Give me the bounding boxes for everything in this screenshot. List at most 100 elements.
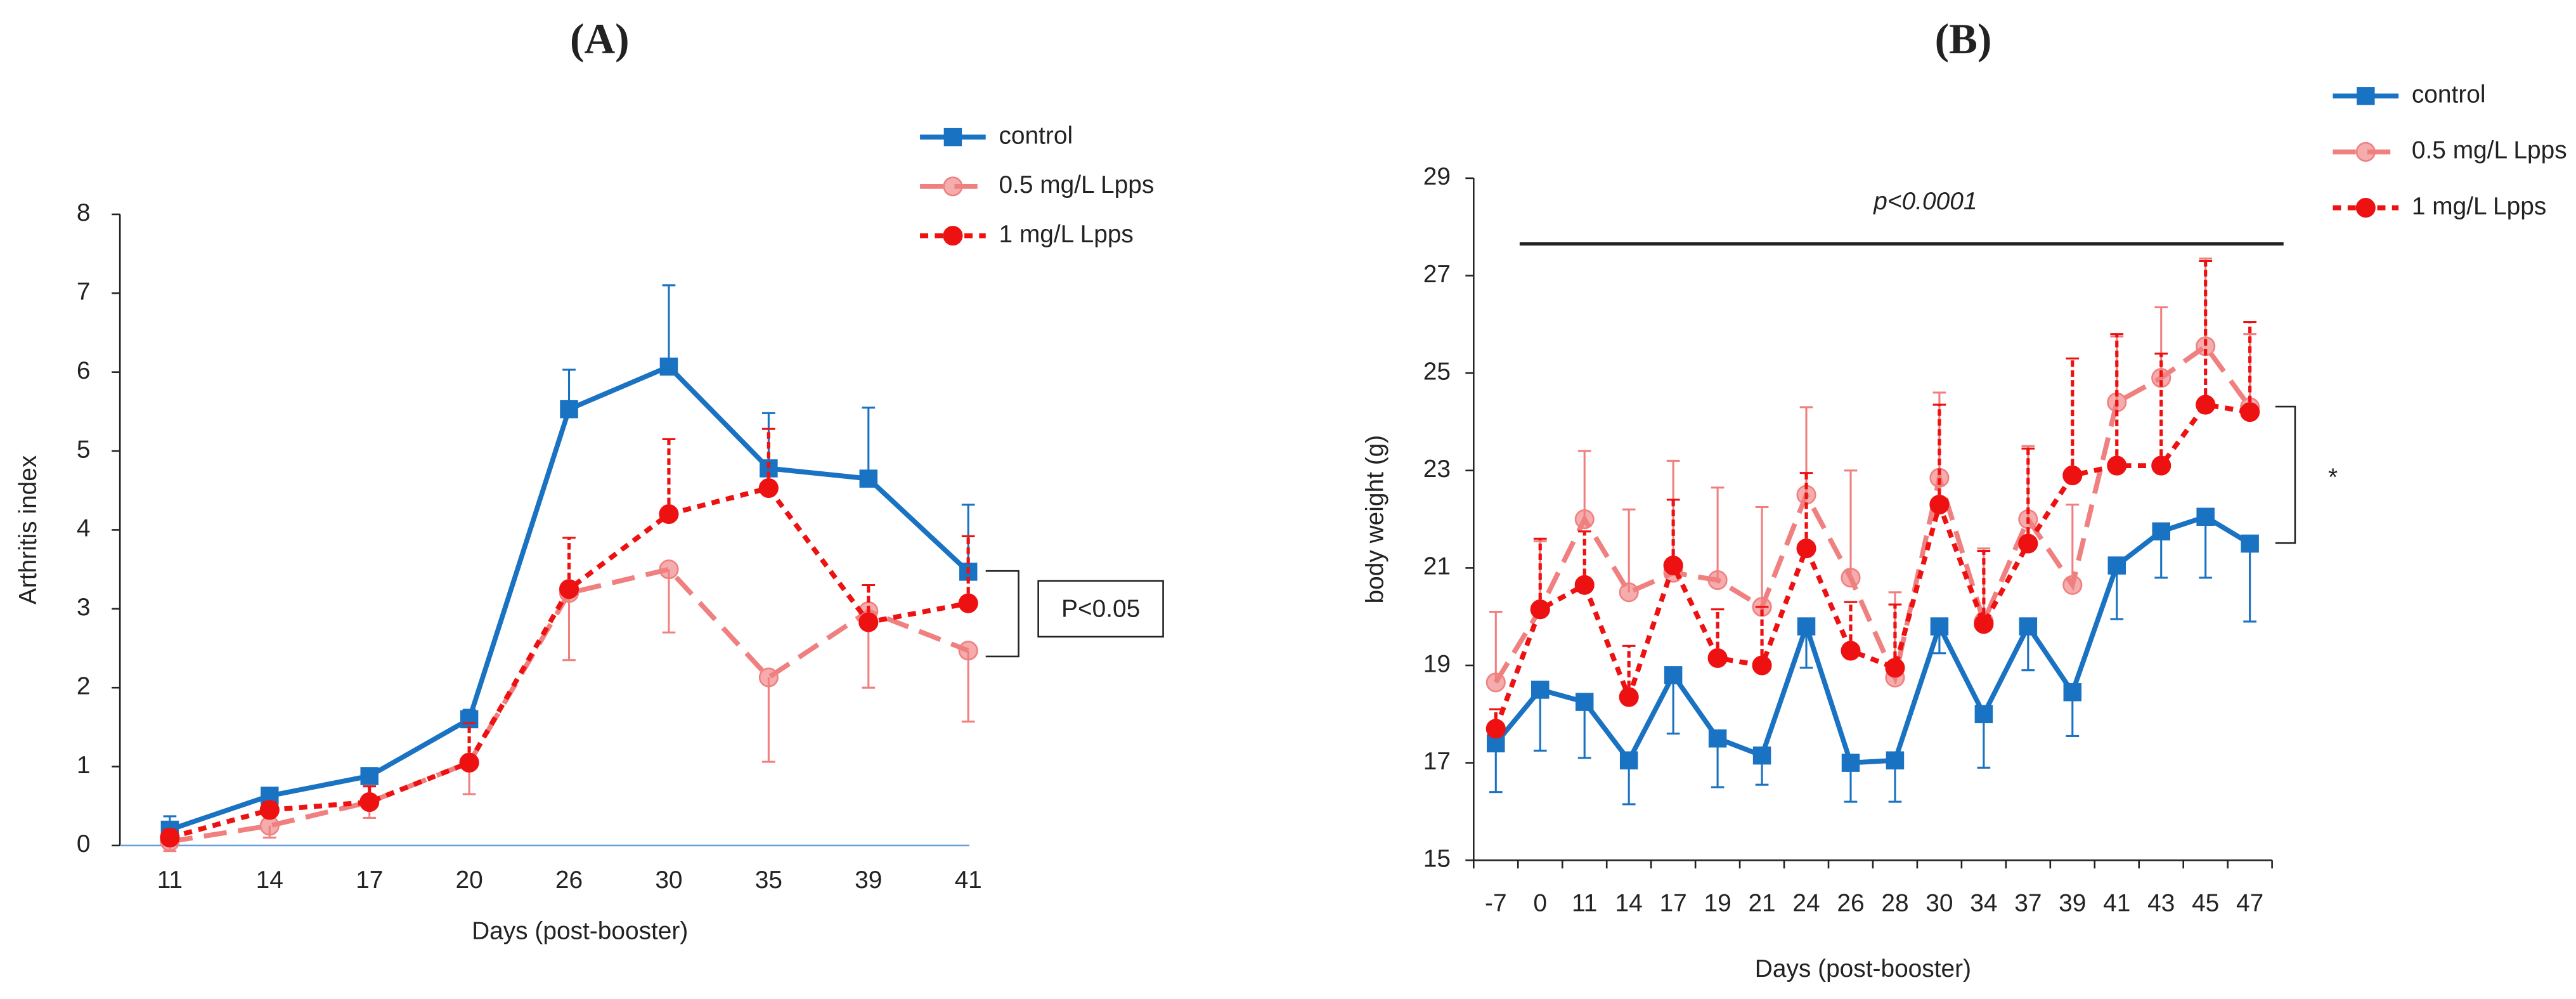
marker (2241, 534, 2259, 553)
marker (1574, 575, 1595, 595)
annotation-box (1037, 580, 1164, 638)
x-tick-label: 0 (1533, 889, 1547, 917)
marker (958, 641, 978, 661)
marker (1619, 582, 1639, 603)
marker (1663, 556, 1683, 576)
marker (943, 176, 963, 197)
series-line (1493, 402, 2251, 730)
marker (2240, 402, 2260, 422)
marker (1619, 751, 1638, 770)
legend-label: 0.5 mg/L Lpps (999, 171, 1154, 199)
y-axis-label: body weight (g) (1362, 435, 1389, 604)
marker (1485, 672, 1506, 693)
marker (1886, 751, 1905, 770)
x-tick-label: 30 (655, 866, 682, 894)
x-tick-label: 45 (2192, 889, 2219, 917)
marker (1707, 648, 1728, 669)
legend-label: 0.5 mg/L Lpps (2412, 137, 2567, 164)
x-tick-label: 20 (455, 866, 482, 894)
marker (1929, 495, 1950, 515)
bracket (2275, 405, 2296, 544)
y-tick-label: 27 (1423, 261, 1451, 288)
marker (1841, 641, 1861, 661)
marker (2107, 455, 2127, 476)
series-line (169, 485, 969, 840)
marker (758, 667, 779, 688)
x-tick-label: 34 (1970, 889, 1997, 917)
y-tick-label: 8 (77, 199, 91, 226)
marker (2152, 522, 2170, 541)
marker (1530, 599, 1550, 620)
marker (1531, 681, 1550, 699)
y-tick-label: 21 (1423, 553, 1451, 580)
marker (1974, 614, 1994, 634)
y-tick-label: 29 (1423, 163, 1451, 190)
y-tick-label: 1 (77, 752, 91, 779)
y-tick-label: 7 (77, 278, 91, 306)
x-tick-label: 28 (1881, 889, 1908, 917)
marker (1619, 687, 1639, 707)
y-tick-label: 0 (77, 830, 91, 858)
marker (1841, 568, 1861, 588)
marker (1841, 754, 1860, 772)
x-axis-label: Days (post-booster) (1755, 955, 1971, 983)
marker (259, 800, 280, 820)
marker (943, 127, 962, 147)
chart-title: (A) (570, 15, 630, 63)
x-tick-label: 14 (256, 866, 283, 894)
annotation: P<0.05 (1061, 596, 1140, 623)
marker (659, 504, 679, 525)
series-line (1494, 514, 2251, 766)
series-line (169, 566, 969, 844)
marker (2196, 395, 2216, 415)
marker (1885, 658, 1905, 678)
marker (659, 559, 679, 580)
y-tick-label: 3 (77, 594, 91, 621)
annotation: * (2328, 464, 2338, 491)
x-tick-label: 21 (1748, 889, 1775, 917)
legend-label: 1 mg/L Lpps (2412, 193, 2546, 220)
y-tick-label: 15 (1423, 846, 1451, 873)
y-tick-label: 4 (77, 515, 91, 542)
x-tick-label: 30 (1926, 889, 1953, 917)
x-axis-label: Days (post-booster) (472, 918, 688, 945)
y-tick-label: 25 (1423, 358, 1451, 385)
x-tick-label: 17 (1660, 889, 1687, 917)
bracket (985, 570, 1019, 658)
marker (460, 710, 479, 729)
marker (1752, 655, 1772, 676)
x-tick-label: 47 (2236, 889, 2263, 917)
legend-label: 1 mg/L Lpps (999, 221, 1133, 248)
marker (2062, 575, 2083, 595)
x-tick-label: 41 (2103, 889, 2130, 917)
x-tick-label: 11 (157, 866, 183, 894)
marker (1485, 719, 1506, 739)
y-tick-label: 19 (1423, 650, 1451, 677)
marker (2196, 507, 2215, 526)
marker (2018, 533, 2038, 554)
marker (1974, 705, 1993, 724)
x-tick-label: 17 (356, 866, 383, 894)
legend-label: control (2412, 81, 2486, 108)
x-tick-label: 26 (1837, 889, 1864, 917)
marker (1796, 539, 1816, 559)
marker (2063, 683, 2082, 702)
x-tick-label: 41 (955, 866, 982, 894)
marker (359, 792, 380, 813)
marker (1664, 666, 1683, 684)
marker (459, 752, 479, 773)
marker (859, 469, 878, 488)
marker (2062, 465, 2083, 486)
marker (1752, 746, 1771, 765)
x-tick-label: 37 (2014, 889, 2042, 917)
marker (160, 827, 180, 848)
marker (1574, 509, 1595, 530)
x-tick-label: 19 (1704, 889, 1731, 917)
marker (559, 579, 579, 599)
marker (1930, 617, 1949, 636)
x-tick-label: 43 (2147, 889, 2175, 917)
x-tick-label: 11 (1572, 889, 1597, 917)
x-tick-label: 24 (1792, 889, 1820, 917)
x-tick-label: 39 (2059, 889, 2086, 917)
marker (2107, 556, 2126, 575)
